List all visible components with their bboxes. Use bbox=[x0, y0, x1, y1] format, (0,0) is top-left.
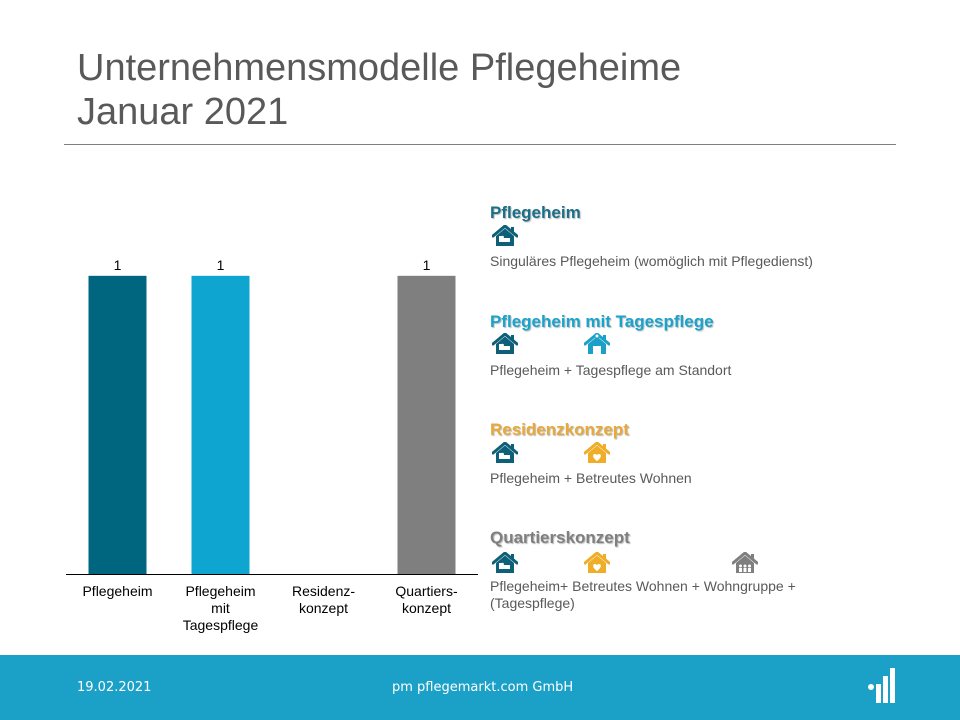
legend-title-tagespflege: Pflegeheim mit Tagespflege bbox=[490, 312, 714, 331]
data-label-4: 1 bbox=[423, 257, 431, 273]
nursing-home-icon bbox=[491, 551, 519, 574]
nursing-home-icon bbox=[491, 224, 519, 247]
bar-chart: 1 Pflegeheim 1 Pflegeheim mit Tagespflege Resi… bbox=[66, 257, 478, 633]
page-title: Unternehmensmodelle Pflegeheime Januar 2… bbox=[77, 46, 877, 134]
title-line-2: Januar 2021 bbox=[77, 91, 289, 133]
company-logo bbox=[868, 668, 895, 703]
legend-title-residenzkonzept: Residenzkonzept bbox=[490, 420, 629, 439]
legend-description-quartierskonzept: Pflegeheim+ Betreutes Wohnen + Wohngrupp… bbox=[490, 578, 796, 611]
footer-company: pm pflegemarkt.com GmbH bbox=[392, 680, 574, 695]
legend-description-tagespflege: Pflegeheim + Tagespflege am Standort bbox=[490, 362, 732, 378]
legend-title-pflegeheim: Pflegeheim bbox=[490, 203, 581, 222]
bar-1 bbox=[88, 275, 147, 574]
category-label-1: Pflegeheim bbox=[82, 583, 152, 599]
category-label-4: Quartiers-konzept bbox=[395, 583, 458, 616]
nursing-home-icon bbox=[491, 332, 519, 355]
data-label-2: 1 bbox=[217, 257, 225, 273]
title-line-1: Unternehmensmodelle Pflegeheime bbox=[77, 47, 682, 89]
footer-bar: 19.02.2021 pm pflegemarkt.com GmbH bbox=[0, 655, 960, 720]
assisted-living-icon bbox=[583, 441, 611, 464]
day-care-home-icon bbox=[583, 332, 611, 355]
legend-description-residenzkonzept: Pflegeheim + Betreutes Wohnen bbox=[490, 470, 692, 486]
category-label-2: Pflegeheim mit Tagespflege bbox=[183, 583, 259, 633]
footer-date: 19.02.2021 bbox=[77, 680, 152, 695]
title-divider bbox=[64, 144, 896, 145]
legend-description-pflegeheim: Singuläres Pflegeheim (womöglich mit Pfl… bbox=[490, 253, 813, 269]
category-label-3: Residenz-konzept bbox=[292, 583, 355, 616]
bar-4 bbox=[397, 275, 456, 574]
legend-title-quartierskonzept: Quartierskonzept bbox=[490, 528, 630, 547]
bar-2 bbox=[191, 275, 250, 574]
nursing-home-icon bbox=[491, 441, 519, 464]
data-label-1: 1 bbox=[114, 257, 122, 273]
residential-group-icon bbox=[731, 551, 759, 574]
assisted-living-icon bbox=[583, 551, 611, 574]
